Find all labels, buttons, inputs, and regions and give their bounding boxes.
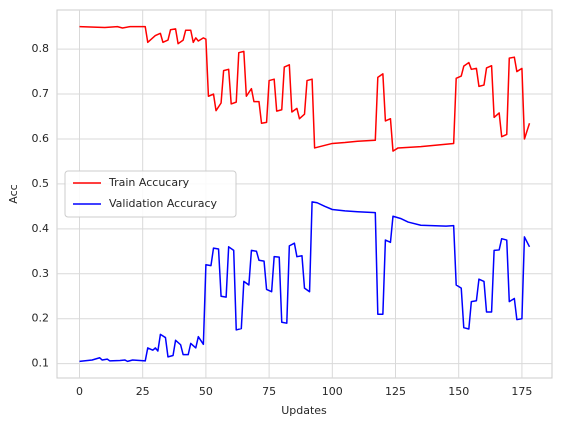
legend-label: Validation Accuracy <box>109 197 218 210</box>
x-tick-label: 0 <box>76 385 83 398</box>
legend: Train Accucary Validation Accuracy <box>64 170 237 218</box>
series-line <box>79 201 531 363</box>
x-tick-label: 175 <box>511 385 532 398</box>
x-tick-label: 25 <box>136 385 150 398</box>
y-tick-label: 0.4 <box>32 222 50 235</box>
x-tick-label: 125 <box>385 385 406 398</box>
y-tick-label: 0.6 <box>32 132 50 145</box>
y-tick-label: 0.5 <box>32 177 50 190</box>
x-tick-label: 100 <box>322 385 343 398</box>
x-tick-label: 50 <box>199 385 213 398</box>
y-tick-label: 0.3 <box>32 267 50 280</box>
y-tick-label: 0.1 <box>32 357 50 370</box>
x-tick-label: 75 <box>262 385 276 398</box>
series-line <box>79 25 531 152</box>
legend-label: Train Accucary <box>108 176 190 189</box>
y-tick-label: 0.7 <box>32 87 50 100</box>
x-tick-label: 150 <box>448 385 469 398</box>
y-axis-label: Acc <box>7 184 20 203</box>
y-tick-label: 0.8 <box>32 42 50 55</box>
legend-box <box>64 170 237 218</box>
y-tick-label: 0.2 <box>32 312 50 325</box>
x-axis-label: Updates <box>281 404 327 417</box>
